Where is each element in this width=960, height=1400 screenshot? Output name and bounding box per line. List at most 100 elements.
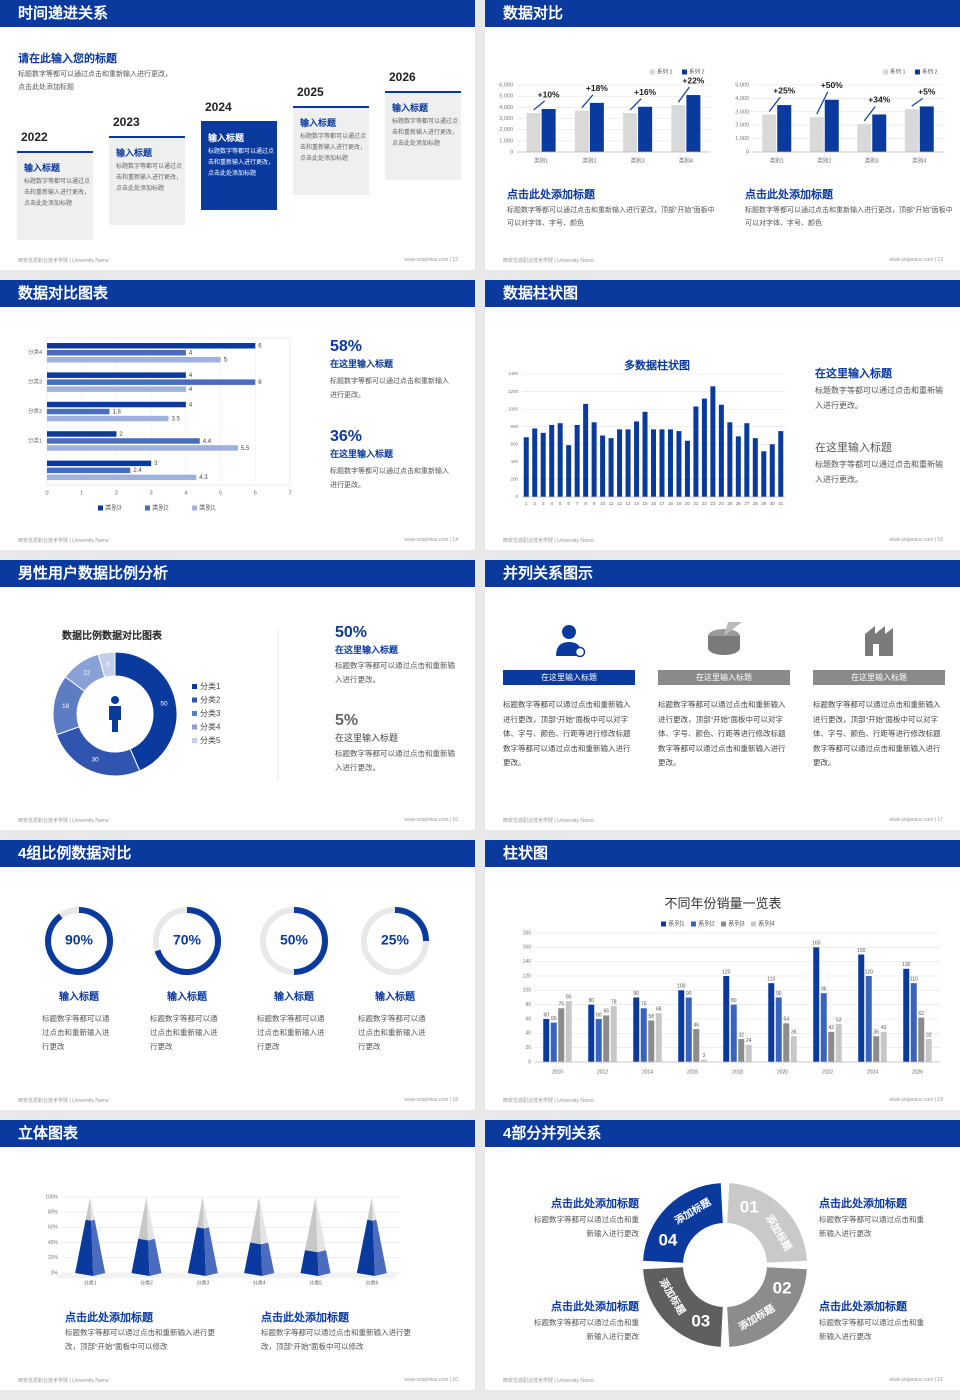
slide-title: 数据对比 <box>503 5 564 22</box>
slide: 时间递进关系 西安信息职业技术学院 | University Name www.sx… <box>0 0 475 270</box>
slide-title: 并列关系图示 <box>503 565 594 582</box>
x-tick-label: 2016 <box>687 1069 698 1075</box>
legend-label: 系列3 <box>728 919 745 928</box>
gauge-arc <box>45 907 113 975</box>
bar <box>718 404 724 497</box>
bar <box>919 106 934 152</box>
gauge-label: 90% <box>65 932 94 948</box>
column-label: 在这里输入标题 <box>851 673 907 682</box>
bar <box>727 422 733 497</box>
value-label: 4 <box>189 402 193 408</box>
segment-number: 02 <box>773 1279 792 1298</box>
x-tick-label: 6 <box>567 501 570 506</box>
x-tick-label: 类别3 <box>631 156 645 164</box>
y-tick-label: 20% <box>48 1255 59 1261</box>
bar <box>543 1019 550 1062</box>
bar <box>608 438 614 497</box>
bar <box>783 1023 790 1062</box>
x-tick-label: 分类2 <box>140 1279 153 1286</box>
x-tick-label: 2026 <box>912 1069 923 1075</box>
note-heading: 在这里输入标题 <box>815 368 892 380</box>
value-label: 4.3 <box>199 475 208 481</box>
annotation: +10% <box>538 89 560 99</box>
icon <box>562 625 576 639</box>
pyramid-fill <box>317 1250 331 1276</box>
trend-arrow <box>581 94 594 109</box>
person-body <box>109 706 121 732</box>
y-tick-label: 1400 <box>508 371 519 376</box>
cycle-segment <box>643 1267 723 1347</box>
bar <box>865 976 872 1062</box>
gauge-arc <box>154 907 221 975</box>
segment-number: 03 <box>691 1312 710 1331</box>
x-tick-label: 16 <box>651 501 657 506</box>
x-tick-label: 17 <box>659 501 665 506</box>
bar <box>588 1004 595 1062</box>
bar <box>693 406 699 497</box>
gauge-label: 70% <box>173 932 202 948</box>
header-bar <box>0 0 475 27</box>
item-heading: 输入标题 <box>59 992 99 1003</box>
slide-graphics: 50 30 18 12 5 分类1 分类2 分类3 分类4 分类5 <box>52 630 279 780</box>
slide-title: 4部分并列关系 <box>503 1125 602 1142</box>
bar <box>873 1036 880 1062</box>
bar <box>566 445 572 497</box>
y-tick-label: 0 <box>528 1059 531 1065</box>
x-tick-label: 分类6 <box>365 1279 378 1286</box>
bar <box>47 408 110 415</box>
y-tick-label: 1,000 <box>735 136 749 142</box>
bar <box>600 435 606 497</box>
slide-title: 男性用户数据比例分析 <box>18 565 169 582</box>
y-tick-label: 20 <box>525 1045 531 1051</box>
column-text: 标题数字等都可以通过点击和重新输入进行更改，顶部“开始”面板中可以对字体、字号、… <box>503 700 631 767</box>
block-heading: 点击此处添加标题 <box>65 1312 153 1324</box>
x-tick-label: 20 <box>685 501 691 506</box>
trend-arrow <box>677 86 690 103</box>
legend-swatch <box>721 921 726 927</box>
legend-swatch <box>682 69 687 75</box>
block-text: 标题数字等都可以通过点击和重新输入进行更改 <box>534 1215 639 1238</box>
bar <box>47 474 197 481</box>
x-tick-label: 2020 <box>777 1069 788 1075</box>
x-tick-label: 22 <box>702 501 708 506</box>
pyramid-fill <box>91 1219 106 1276</box>
bar <box>835 1024 842 1062</box>
bar <box>540 432 546 497</box>
y-tick-label: 5,000 <box>735 82 749 88</box>
footer-school: 西安信息职业技术学院 | University Name <box>503 1378 594 1384</box>
chart-title: 不同年份销量一览表 <box>664 896 782 911</box>
step-text: 标题数字等都可以通过点击和重新输入进行更改，点击此处添加标题 <box>392 119 459 147</box>
step-heading: 输入标题 <box>300 118 337 128</box>
bar <box>910 983 917 1062</box>
x-tick-label: 31 <box>778 501 784 506</box>
value-label: 32 <box>926 1032 932 1038</box>
step-year: 2024 <box>205 100 232 114</box>
slide: 并列关系图示 西安信息职业技术学院 | University Name www.sx… <box>485 560 960 830</box>
bar <box>761 451 767 497</box>
bar <box>550 1022 557 1062</box>
step-box <box>109 137 185 225</box>
bar <box>603 1015 610 1062</box>
x-tick-label: 10 <box>600 501 606 506</box>
pyramid-fill <box>260 1242 275 1276</box>
footer-school: 西安信息职业技术学院 | University Name <box>18 258 109 264</box>
x-tick-label: 28 <box>753 501 759 506</box>
x-tick-label: 6 <box>254 490 257 496</box>
chart-text: 标题数字等都可以通过点击和重新输入进行更改，顶部“开始”面板中可以对字体、字号、… <box>745 207 953 227</box>
x-tick-label: 3 <box>150 490 153 496</box>
block-text: 标题数字等都可以通过点击和重新输入进行更改 <box>819 1318 924 1341</box>
header-bar <box>485 560 960 587</box>
slide: 01 添加标题 02 添加标题 03 添加标题 04 添加标题 4部分并列关系 西安信息职业技术学… <box>485 1120 960 1390</box>
value-label: 65 <box>603 1009 609 1015</box>
y-tick-label: 1000 <box>508 406 519 411</box>
block-heading: 点击此处添加标题 <box>551 1198 639 1210</box>
y-tick-label: 4,000 <box>499 105 513 111</box>
step-heading: 输入标题 <box>208 133 245 143</box>
note-heading: 在这里输入标题 <box>815 442 892 454</box>
trend-arrow <box>816 91 829 115</box>
legend-label: 系列1 <box>668 919 685 928</box>
note-value: 50% <box>335 624 368 641</box>
bar <box>655 1013 662 1062</box>
x-tick-label: 7 <box>576 501 579 506</box>
